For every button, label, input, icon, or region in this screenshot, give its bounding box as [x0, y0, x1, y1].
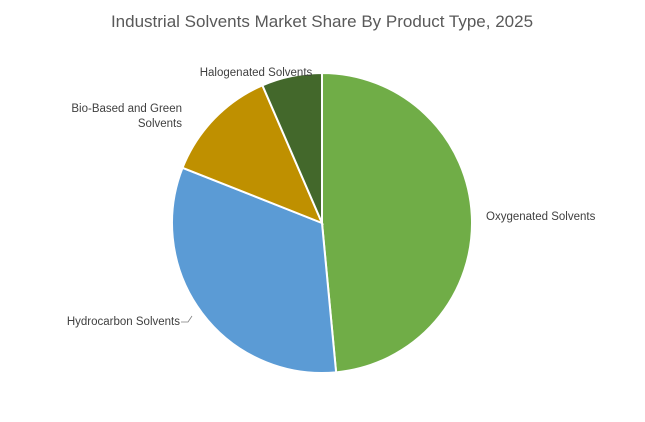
- pie-slice-1: [171, 166, 338, 374]
- slice-label-2: Bio-Based and Green Solvents: [71, 103, 182, 130]
- slice-labels: Oxygenated Solvents Hydrocarbon Solvents B…: [67, 67, 596, 328]
- pie-slice-0: [321, 71, 473, 374]
- leader-line-hydrocarbon: [181, 315, 193, 323]
- pie-slice-3: [261, 71, 323, 224]
- slice-label-3: Halogenated Solvents: [200, 67, 313, 79]
- chart-title: Industrial Solvents Market Share By Prod…: [111, 12, 533, 31]
- slice-label-0: Oxygenated Solvents: [486, 211, 596, 223]
- leader-lines: [181, 315, 193, 323]
- slice-label-1: Hydrocarbon Solvents: [67, 316, 180, 328]
- pie-slices: [171, 71, 473, 374]
- pie-slice-2: [181, 84, 324, 225]
